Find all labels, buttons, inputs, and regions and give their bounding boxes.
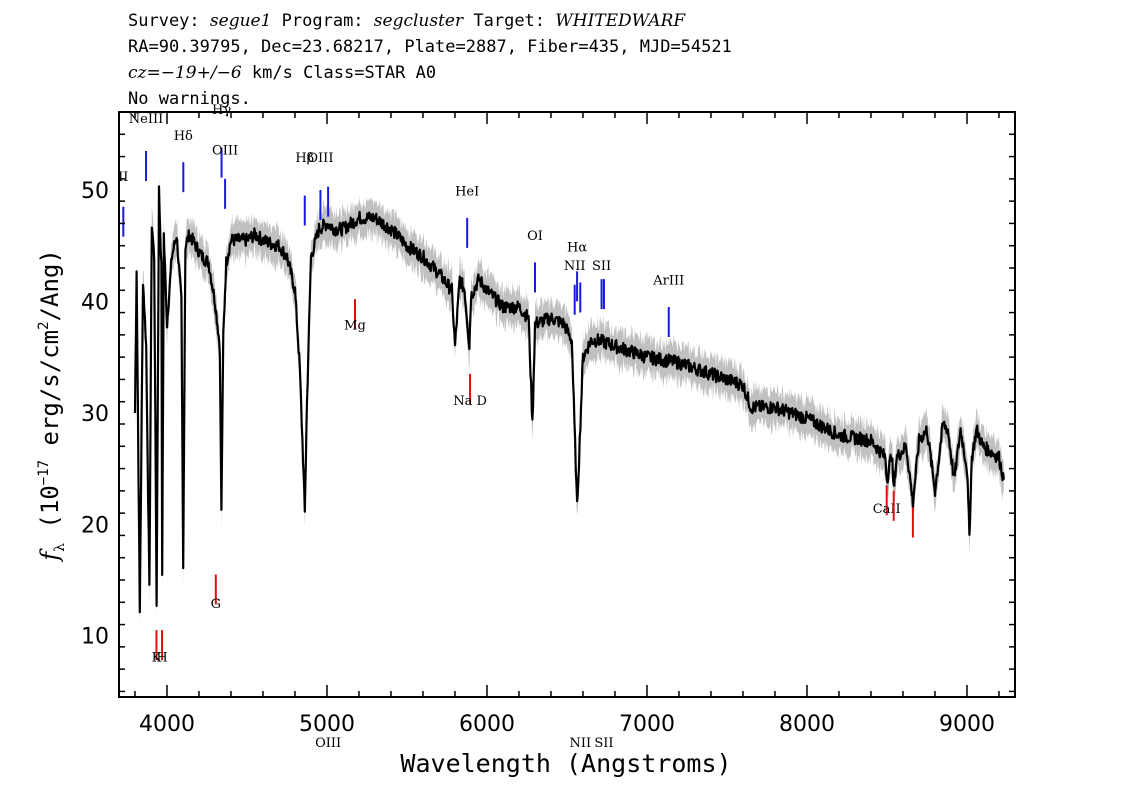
line-annotation-layer: NeIIIHδHγOIIIHβOIIIOIIIHeIOINIIHαNIISIIS… [118, 103, 914, 751]
annotation-label-hδ: Hδ [174, 129, 193, 144]
annotation-label-hβ: Hβ [295, 151, 314, 166]
annotation-label-neiii: NeIII [129, 112, 163, 127]
y-tick-label: 40 [81, 290, 109, 315]
y-tick-label: 20 [81, 513, 109, 538]
cz-label: cz= [128, 63, 161, 83]
header-line-1: Survey: segue1 Program: segcluster Targe… [128, 10, 685, 32]
x-tick-label: 4000 [139, 712, 195, 737]
annotation-label-hei: HeI [455, 185, 479, 200]
annotation-label-oiii: OIII [307, 151, 333, 166]
spectrum-line-layer [133, 185, 1005, 614]
axes-layer: 4000 5000 6000 7000 8000 9000 10 20 30 40 50 [81, 111, 1016, 737]
x-tick-label: 9000 [939, 712, 995, 737]
y-tick-label: 10 [81, 625, 109, 650]
annotation-label-oi: OI [527, 229, 543, 244]
program-value: segcluster [373, 11, 464, 31]
x-tick-label: 6000 [459, 712, 515, 737]
annotation-label-ariii: ArIII [652, 274, 684, 289]
annotation-label-oiii: OIII [315, 736, 341, 751]
header-line-3: cz=−19+/−6 km/s Class=STAR A0 [128, 62, 436, 84]
annotation-label-sii: SII [592, 259, 611, 274]
x-tick-label: 5000 [299, 712, 355, 737]
cz-rest: km/s Class=STAR A0 [241, 63, 437, 83]
target-label: Target: [473, 11, 546, 31]
annotation-label-nii: NII [569, 736, 591, 751]
annotation-label-ii: II [118, 170, 128, 185]
x-tick-label: 7000 [619, 712, 675, 737]
x-axis-label: Wavelength (Angstroms) [400, 749, 731, 778]
annotation-label-nii: NII [564, 259, 586, 274]
annotation-label-k: K [152, 650, 162, 665]
y-tick-label: 50 [81, 179, 109, 204]
annotation-label-mg: Mg [344, 318, 366, 333]
spectrum-line [133, 185, 1005, 614]
plot-frame [118, 111, 1016, 698]
annotation-label-hγ: Hγ [212, 103, 231, 118]
annotation-label-h: H [156, 650, 167, 665]
y-axis-label: fλ (10−17 erg/s/cm2/Ang) [36, 249, 68, 563]
y-tick-label: 30 [81, 402, 109, 427]
annotation-label-caii: CaII [873, 502, 901, 517]
header-line-2: RA=90.39795, Dec=23.68217, Plate=2887, F… [128, 37, 732, 57]
program-label: Program: [281, 11, 364, 31]
annotation-label-g: G [211, 597, 221, 612]
annotation-label-hα: Hα [567, 240, 587, 255]
survey-value: segue1 [209, 11, 272, 31]
target-value: WHITEDWARF [555, 11, 686, 31]
survey-label: Survey: [128, 11, 200, 31]
cz-value: −19+/−6 [160, 63, 242, 83]
header-line-4: No warnings. [128, 89, 251, 109]
x-tick-label: 8000 [779, 712, 835, 737]
annotation-label-sii: SII [594, 736, 613, 751]
annotation-label-na-d: Na D [453, 394, 487, 409]
annotation-label-oiii: OIII [212, 143, 238, 158]
